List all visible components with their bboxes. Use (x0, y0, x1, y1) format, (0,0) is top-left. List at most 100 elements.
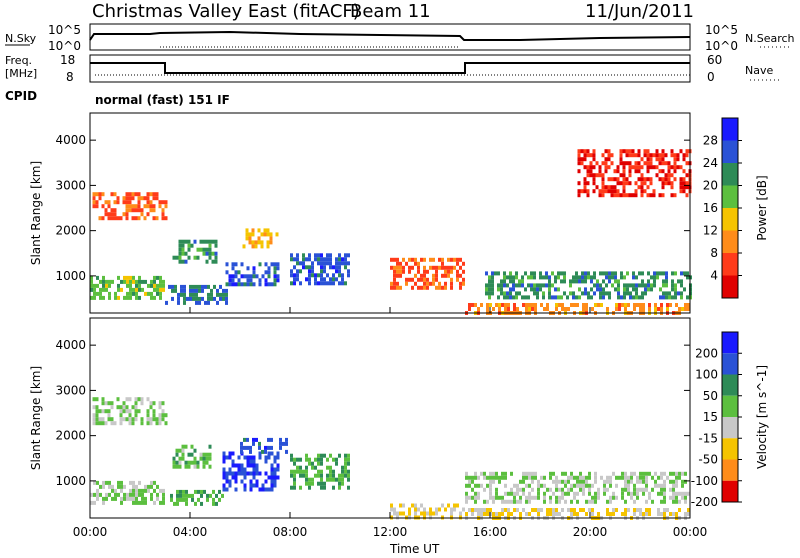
data-cell-velocity-6 (341, 481, 344, 486)
data-cell-power-7 (393, 269, 396, 274)
data-cell-power-7 (417, 285, 420, 290)
freq-panel-frame (89, 54, 691, 83)
data-cell-power-8 (683, 271, 686, 276)
data-cell-velocity-8 (627, 479, 630, 484)
data-cell-power-6 (308, 281, 311, 286)
data-cell-velocity-4 (225, 475, 229, 480)
data-cell-velocity-5 (240, 441, 243, 446)
data-cell-velocity-8 (678, 491, 681, 496)
data-cell-power-8 (674, 283, 677, 288)
data-cell-velocity-7 (408, 507, 411, 512)
data-cell-velocity-9 (585, 512, 588, 516)
data-cell-velocity-8 (483, 471, 486, 476)
data-cell-power-8 (608, 279, 611, 284)
data-cell-velocity-0 (111, 488, 114, 493)
data-cell-power-9 (594, 303, 597, 307)
data-cell-power-7 (393, 257, 396, 262)
data-cell-velocity-4 (234, 487, 238, 492)
data-cell-power-8 (575, 279, 578, 284)
data-cell-power-6 (293, 257, 296, 262)
data-cell-power-8 (590, 279, 593, 284)
data-cell-velocity-8 (489, 487, 492, 492)
data-cell-velocity-6 (311, 461, 314, 466)
data-cell-velocity-1 (98, 417, 102, 422)
data-cell-power-10 (607, 185, 611, 190)
data-cell-power-0 (102, 295, 105, 300)
data-cell-velocity-4 (225, 487, 229, 492)
data-cell-power-6 (290, 257, 293, 262)
data-cell-velocity-4 (237, 467, 241, 472)
data-cell-power-10 (661, 177, 665, 182)
data-cell-power-9 (471, 303, 474, 307)
data-cell-power-1 (104, 212, 108, 217)
data-cell-velocity-2 (202, 452, 206, 457)
data-cell-power-0 (93, 291, 96, 296)
data-cell-velocity-8 (615, 495, 618, 500)
data-cell-power-6 (344, 281, 347, 286)
data-cell-power-6 (335, 265, 338, 270)
data-cell-power-7 (420, 285, 423, 290)
data-cell-power-0 (90, 283, 93, 288)
data-cell-velocity-4 (267, 487, 271, 492)
data-cell-power-1 (116, 200, 120, 205)
data-cell-velocity-0 (138, 492, 141, 497)
data-cell-power-7 (405, 281, 408, 286)
data-cell-velocity-6 (320, 469, 323, 474)
data-cell-power-7 (420, 277, 423, 282)
data-cell-velocity-0 (162, 492, 165, 497)
data-cell-power-1 (137, 200, 141, 205)
data-cell-velocity-9 (672, 512, 675, 516)
data-cell-power-6 (290, 273, 293, 278)
data-cell-power-10 (631, 149, 635, 154)
data-cell-power-10 (589, 173, 593, 178)
data-cell-power-0 (90, 287, 93, 292)
power-ylabel: Slant Range [km] (29, 161, 43, 265)
data-cell-power-10 (661, 185, 665, 190)
data-cell-power-7 (393, 265, 396, 270)
data-cell-velocity-8 (660, 487, 663, 492)
data-cell-power-0 (108, 295, 111, 300)
data-cell-power-4 (228, 274, 232, 279)
data-cell-power-9 (570, 303, 573, 307)
data-cell-power-8 (677, 291, 680, 296)
data-cell-power-10 (670, 181, 674, 186)
data-cell-power-8 (518, 283, 521, 288)
data-cell-power-8 (485, 271, 488, 276)
data-cell-power-8 (509, 271, 512, 276)
data-cell-power-8 (680, 271, 683, 276)
data-cell-velocity-1 (152, 417, 156, 422)
data-cell-power-1 (92, 192, 96, 197)
data-cell-power-8 (599, 283, 602, 288)
data-cell-power-9 (561, 307, 564, 311)
nsky-label: N.Sky (5, 32, 37, 45)
data-cell-power-0 (96, 283, 99, 288)
data-cell-power-10 (649, 193, 653, 198)
data-cell-power-0 (126, 295, 129, 300)
data-cell-velocity-8 (543, 499, 546, 504)
data-cell-power-10 (658, 193, 662, 198)
data-cell-power-8 (635, 287, 638, 292)
data-cell-velocity-6 (296, 469, 299, 474)
data-cell-power-10 (607, 189, 611, 194)
data-cell-power-8 (623, 283, 626, 288)
data-cell-velocity-8 (468, 475, 471, 480)
data-cell-velocity-9 (540, 508, 543, 512)
data-cell-velocity-8 (603, 491, 606, 496)
data-cell-velocity-8 (681, 471, 684, 476)
data-cell-power-0 (99, 291, 102, 296)
data-cell-power-9 (474, 303, 477, 307)
data-cell-velocity-6 (329, 473, 332, 478)
data-cell-power-6 (293, 273, 296, 278)
data-cell-power-9 (687, 307, 690, 311)
data-cell-velocity-3 (221, 493, 224, 498)
data-cell-power-2 (202, 239, 206, 244)
data-cell-power-1 (122, 200, 126, 205)
power-colorbar-label-0: 28 (703, 134, 718, 148)
data-cell-power-7 (426, 269, 429, 274)
data-cell-velocity-8 (495, 471, 498, 476)
data-cell-velocity-9 (573, 508, 576, 512)
data-cell-power-0 (132, 287, 135, 292)
data-cell-power-2 (181, 251, 185, 256)
data-cell-power-9 (666, 307, 669, 311)
data-cell-power-10 (607, 165, 611, 170)
